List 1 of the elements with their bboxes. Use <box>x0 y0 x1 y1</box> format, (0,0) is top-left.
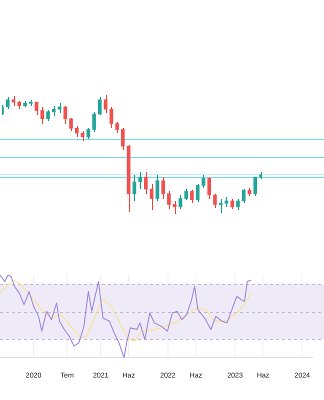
candlestick <box>259 172 262 179</box>
